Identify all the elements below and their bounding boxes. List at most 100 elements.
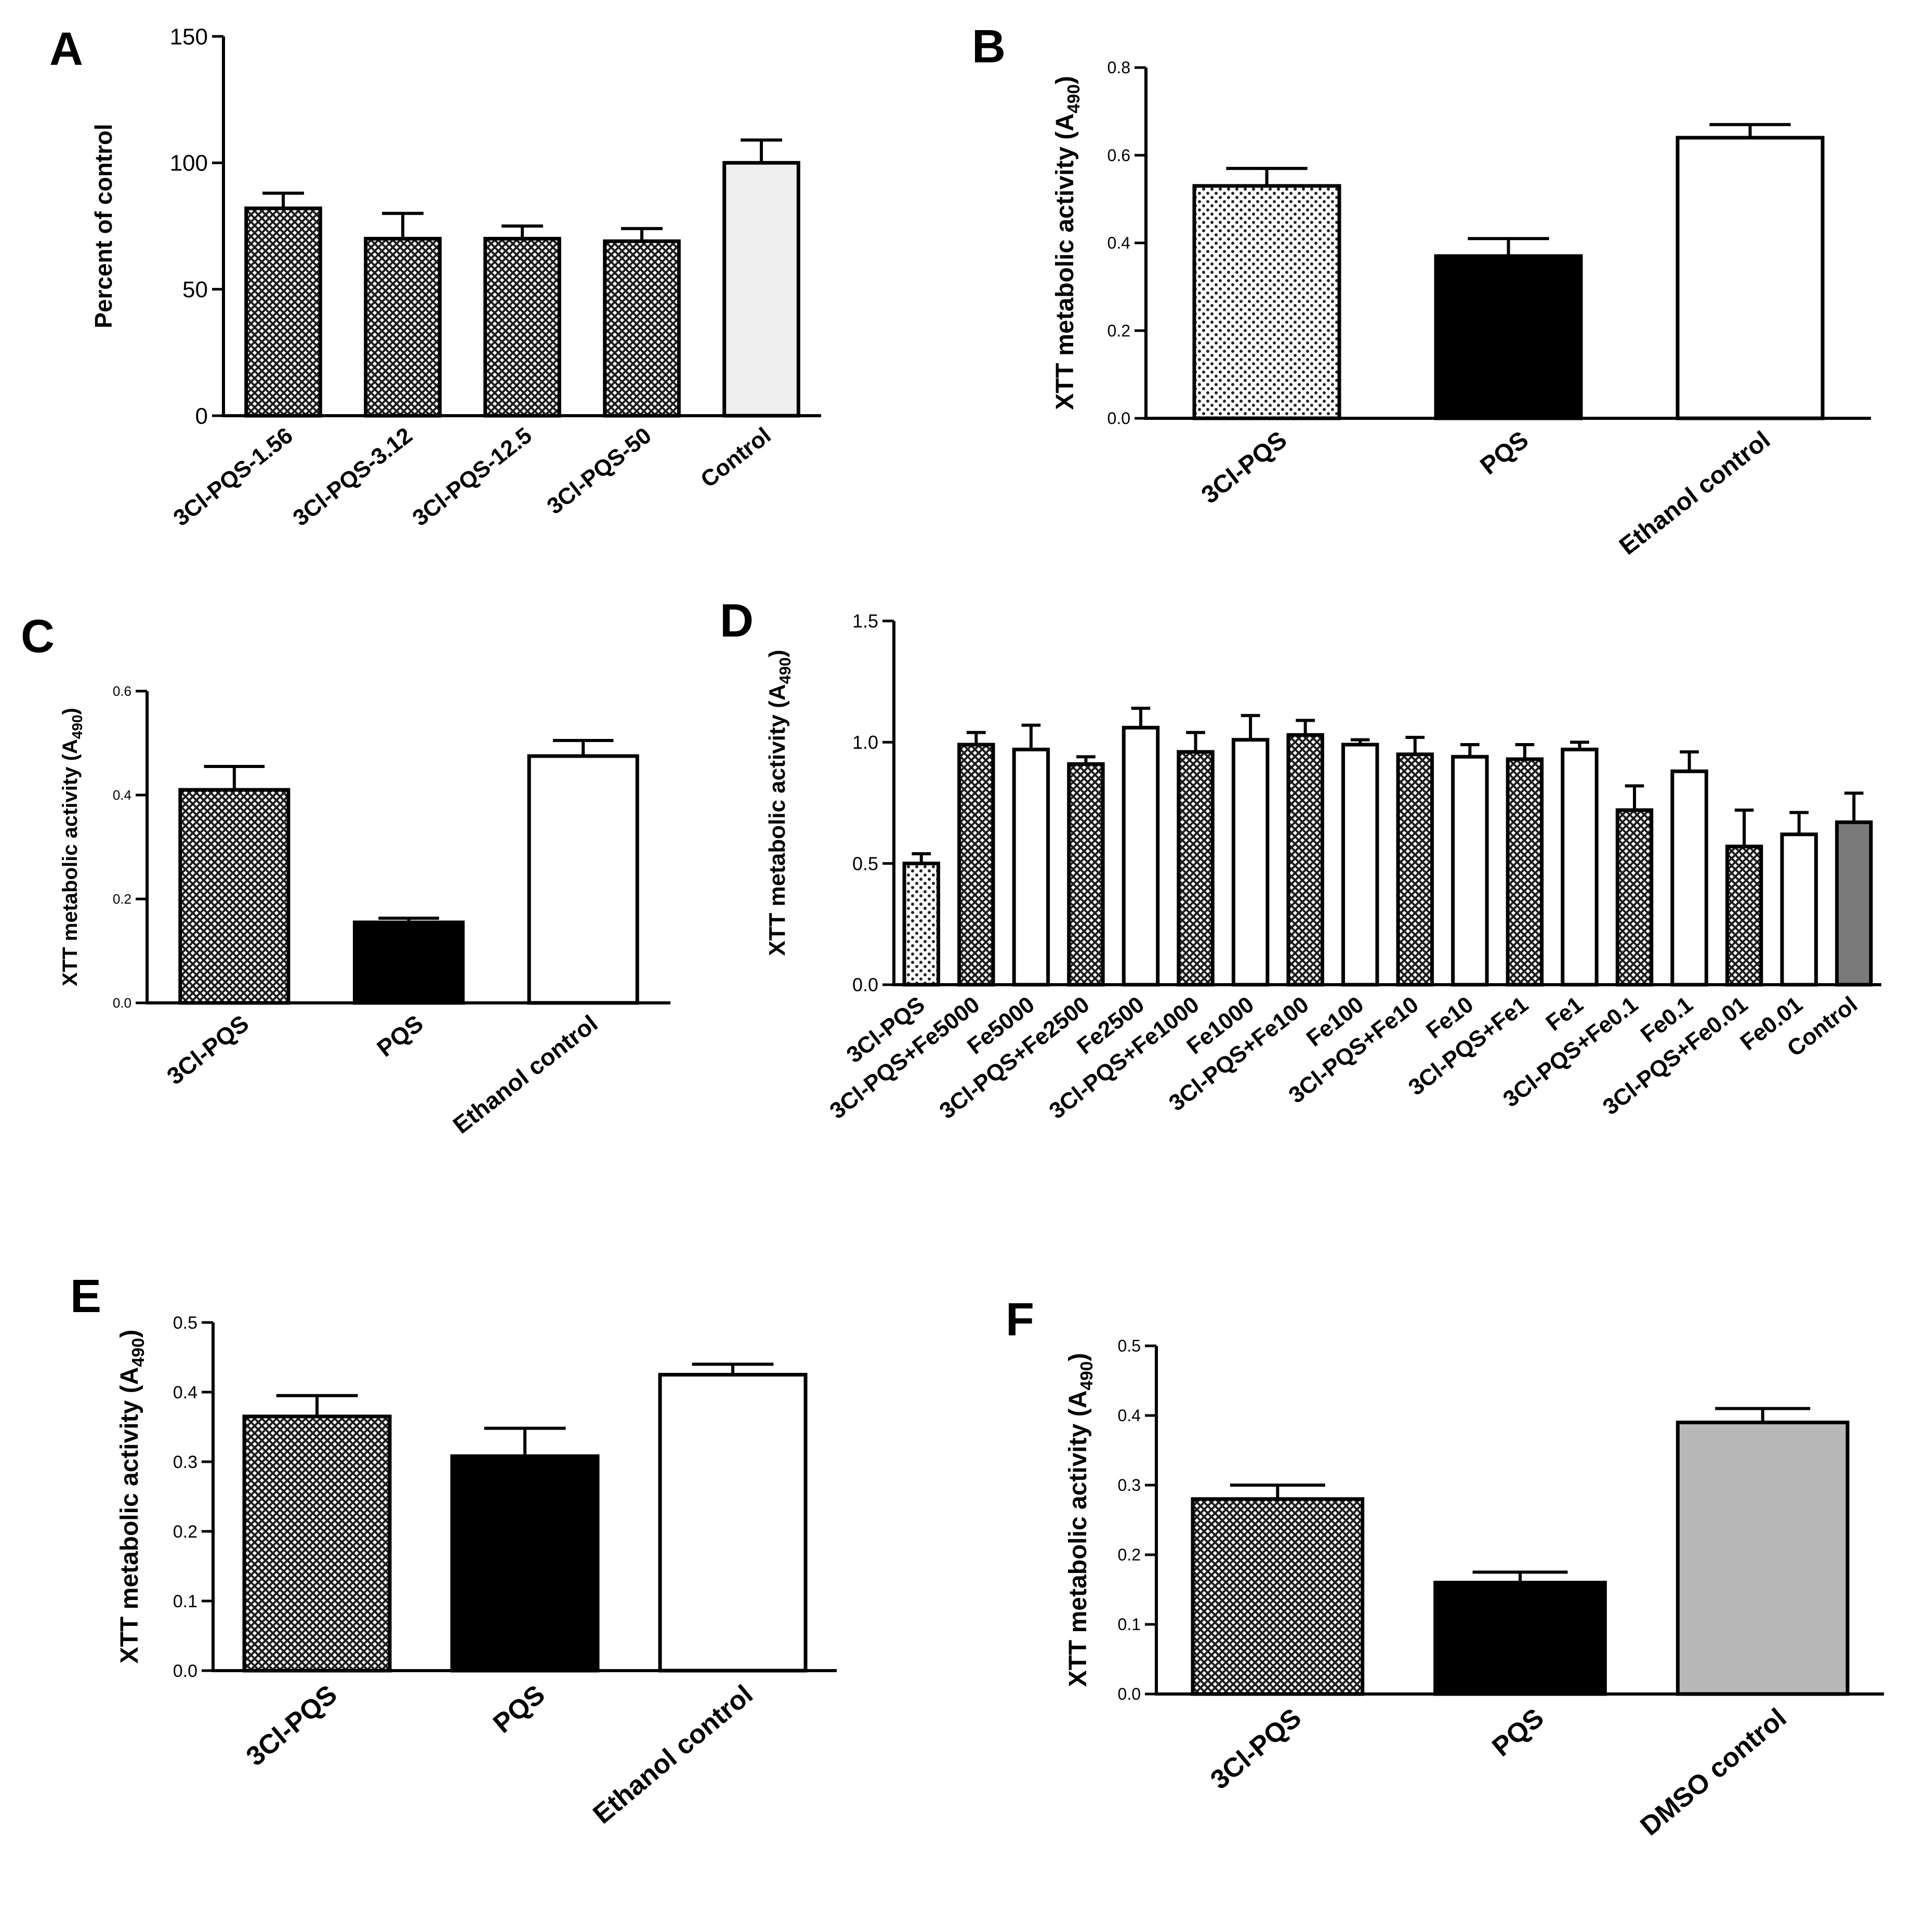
category-label-ethanol-control: Ethanol control (587, 1679, 758, 1830)
bar-ethanol-control (1676, 136, 1825, 420)
y-tick-label: 0.0 (852, 974, 878, 996)
chart-panel-b: B 0.0 0.2 0.4 0.6 0.8 XTT metabolic activity (… (972, 21, 1871, 560)
y-tick-label: 0.2 (1118, 1545, 1141, 1564)
bar-fe1 (1561, 747, 1599, 987)
bar-fe1000 (1231, 738, 1270, 987)
y-tick-label: 0.0 (1118, 1685, 1141, 1703)
y-axis-title: XTT metabolic activity (A490) (764, 650, 794, 956)
bar-3cl-pqs-fe100 (1286, 733, 1324, 987)
bar-ethanol-control (658, 1373, 808, 1673)
y-tick-label: 1.5 (852, 611, 878, 632)
bar-3cl-pqs (1191, 1497, 1365, 1696)
y-tick-label: 0.4 (113, 787, 131, 803)
y-tick-label: 0.5 (852, 853, 878, 874)
bar-fe100 (1341, 743, 1379, 987)
category-label-pqs: PQS (372, 1010, 428, 1062)
category-label-3cl-pqs: 3Cl-PQS (1205, 1703, 1307, 1795)
y-axis-title: XTT metabolic activity (A490) (1064, 1353, 1097, 1687)
panel-letter: D (720, 595, 754, 647)
panel-letter: C (21, 611, 55, 663)
bar-pqs (450, 1454, 600, 1673)
y-tick-label: 0.3 (173, 1452, 197, 1472)
bar-pqs (1434, 254, 1583, 420)
bar-3cl-pqs-fe10 (1396, 752, 1434, 987)
category-label-3cl-pqs-1-56: 3Cl-PQS-1.56 (169, 422, 298, 531)
bar-3cl-pqs-50 (603, 239, 681, 418)
bar-fe0-01 (1780, 832, 1818, 987)
bar-control (722, 161, 800, 418)
bar-3cl-pqs-1-56 (244, 206, 322, 418)
bar-3cl-pqs-fe0-1 (1615, 808, 1654, 987)
y-tick-label: 0.2 (173, 1522, 197, 1542)
panel-letter: F (1006, 1294, 1034, 1346)
chart-panel-c: C 0.0 0.2 0.4 0.6 XTT metabolic activity (A49… (21, 611, 670, 1139)
y-tick-label: 0.2 (113, 891, 131, 907)
chart-panel-e: E 0.0 0.1 0.2 0.3 0.4 0.5 XTT metabolic activit… (70, 1271, 837, 1830)
bar-3cl-pqs (1192, 184, 1341, 420)
bar-3cl-pqs-3-12 (364, 236, 442, 418)
y-tick-label: 0.2 (1107, 321, 1130, 340)
category-label-3cl-pqs-3-12: 3Cl-PQS-3.12 (288, 422, 417, 531)
bar-3cl-pqs-fe5000 (957, 743, 995, 987)
category-label-3cl-pqs-12-5: 3Cl-PQS-12.5 (408, 422, 537, 531)
category-label-3cl-pqs: 3Cl-PQS (241, 1679, 343, 1772)
bar-3cl-pqs-fe1000 (1177, 750, 1215, 987)
category-label-pqs: PQS (487, 1679, 550, 1739)
category-label-pqs: PQS (1475, 426, 1534, 480)
chart-panel-d: D 0.0 0.5 1.0 1.5 XTT metabolic activity (A49… (720, 595, 1881, 1124)
y-tick-label: 0.6 (113, 683, 131, 699)
y-tick-label: 0.1 (1118, 1615, 1141, 1634)
y-tick-label: 0.4 (1118, 1406, 1141, 1425)
y-tick-label: 0.0 (173, 1661, 197, 1681)
y-tick-label: 0.0 (1107, 409, 1130, 428)
bar-fe2500 (1122, 725, 1160, 987)
chart-panel-a: A 0 50 100 150 Percent of control 3Cl-PQS-1.56… (49, 23, 821, 531)
y-tick-label: 1.0 (852, 732, 878, 753)
y-tick-label: 50 (182, 277, 208, 302)
y-axis-title: XTT metabolic activity (A490) (1051, 76, 1084, 410)
panel-letter: A (49, 23, 83, 75)
y-tick-label: 0.5 (173, 1313, 197, 1333)
bar-3cl-pqs-12-5 (483, 236, 561, 418)
bar-3cl-pqs-fe2500 (1067, 762, 1105, 987)
y-tick-label: 0.5 (1118, 1336, 1141, 1355)
bar-control (1835, 820, 1873, 987)
bar-3cl-pqs-fe1 (1506, 757, 1544, 987)
bar-3cl-pqs (902, 862, 940, 987)
y-axis-title: XTT metabolic activity (A490) (59, 708, 85, 986)
y-axis-title: XTT metabolic activity (A490) (116, 1330, 148, 1664)
y-tick-label: 0.3 (1118, 1476, 1141, 1494)
y-tick-label: 0.4 (1107, 234, 1130, 253)
category-label-3cl-pqs: 3Cl-PQS (1196, 426, 1292, 509)
y-tick-label: 0.4 (173, 1383, 197, 1402)
panel-letter: E (70, 1271, 101, 1322)
chart-panel-f: F 0.0 0.1 0.2 0.3 0.4 0.5 XTT metabolic activit… (1006, 1294, 1884, 1842)
bar-3cl-pqs-fe0-01 (1725, 844, 1763, 987)
category-label-dmso-control: DMSO control (1635, 1703, 1792, 1842)
bar-pqs (352, 920, 465, 1005)
y-tick-label: 0.0 (113, 995, 131, 1011)
y-tick-label: 150 (170, 24, 208, 49)
bar-3cl-pqs (178, 788, 291, 1005)
y-tick-label: 0.6 (1107, 146, 1130, 165)
y-tick-label: 0.1 (173, 1592, 197, 1611)
y-axis-title: Percent of control (90, 124, 117, 328)
category-label-3cl-pqs: 3Cl-PQS (162, 1010, 254, 1090)
y-tick-label: 0 (195, 403, 208, 429)
bar-fe10 (1451, 755, 1489, 987)
category-label-pqs: PQS (1486, 1703, 1549, 1763)
bar-fe5000 (1012, 747, 1050, 987)
bar-dmso-control (1676, 1420, 1850, 1696)
bar-pqs (1433, 1581, 1607, 1696)
category-label-ethanol-control: Ethanol control (1614, 426, 1775, 560)
y-tick-label: 100 (170, 151, 208, 176)
category-label-control: Control (696, 422, 775, 493)
panel-letter: B (972, 21, 1006, 73)
y-tick-label: 0.8 (1107, 58, 1130, 77)
category-label-ethanol-control: Ethanol control (448, 1010, 603, 1139)
bar-fe0-1 (1670, 769, 1708, 987)
category-label-3cl-pqs-50: 3Cl-PQS-50 (543, 422, 656, 519)
bar-3cl-pqs (242, 1414, 392, 1673)
bar-ethanol-control (527, 754, 639, 1005)
